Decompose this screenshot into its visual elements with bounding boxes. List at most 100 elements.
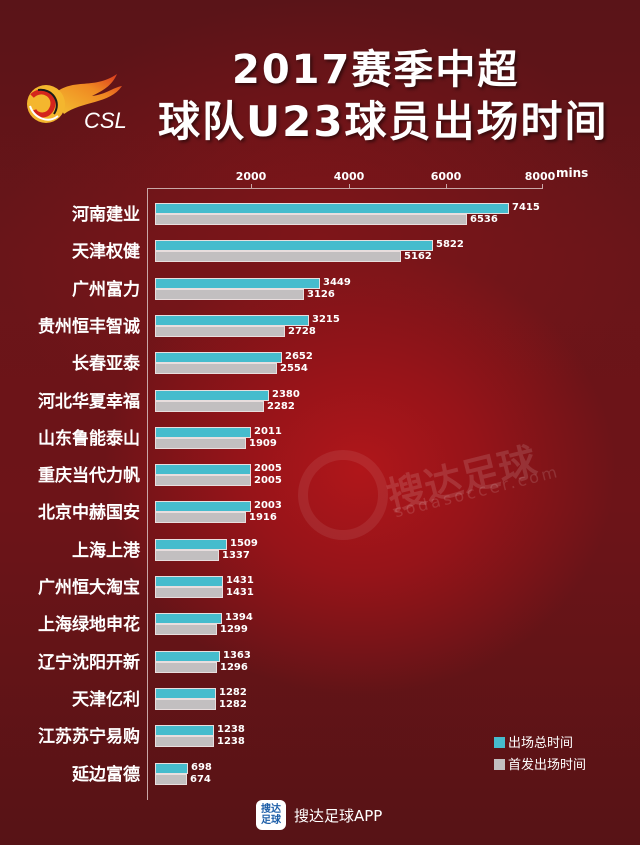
value-total: 2005 (254, 463, 282, 475)
value-total: 3215 (312, 313, 340, 325)
bar-row: 贵州恒丰智诚 3215 2728 (0, 312, 640, 342)
value-start: 1337 (222, 549, 250, 561)
legend-swatch-total-icon (494, 737, 505, 748)
bar-start (155, 661, 217, 673)
bar-start (155, 251, 401, 263)
bar-row: 河南建业 7415 6536 (0, 200, 640, 230)
value-start: 1282 (219, 698, 247, 710)
value-start: 1916 (249, 512, 277, 524)
bar-start (155, 773, 187, 785)
bar-row: 山东鲁能泰山 2011 1909 (0, 424, 640, 454)
bar-total (155, 426, 251, 438)
team-label: 北京中赫国安 (38, 503, 140, 524)
bar-start (155, 363, 277, 375)
bar-row: 延边富德 698 674 (0, 760, 640, 790)
bar-row: 广州富力 3449 3126 (0, 275, 640, 305)
x-tick-label: 2000 (235, 170, 267, 183)
bar-total (155, 464, 251, 476)
bar-start (155, 698, 216, 710)
value-start: 6536 (470, 214, 498, 225)
team-label: 延边富德 (72, 764, 140, 785)
csl-logo-icon (27, 74, 122, 123)
bar-row: 长春亚泰 2652 2554 (0, 349, 640, 379)
team-label: 天津亿利 (72, 689, 140, 710)
x-tick (542, 184, 543, 189)
app-logo-icon: 搜达 足球 (256, 800, 286, 830)
team-label: 广州恒大淘宝 (38, 578, 140, 598)
bar-start (155, 475, 251, 487)
bar-row: 江苏苏宁易购 1238 1238 (0, 722, 640, 752)
app-name: 搜达足球APP (294, 807, 383, 825)
team-label: 辽宁沈阳开新 (38, 652, 140, 673)
value-total: 1431 (226, 575, 254, 586)
bar-start (155, 325, 285, 337)
app-icon-line1: 搜达 (261, 804, 281, 815)
x-axis-line (147, 188, 543, 189)
bar-total (155, 352, 282, 364)
x-tick-label: 6000 (430, 170, 462, 183)
value-total: 1363 (223, 649, 251, 661)
value-start: 1431 (226, 587, 254, 598)
legend-swatch-start-icon (494, 759, 505, 770)
y-axis-line (147, 188, 148, 800)
team-label: 山东鲁能泰山 (38, 428, 140, 449)
team-label: 江苏苏宁易购 (38, 727, 140, 748)
team-label: 河南建业 (72, 205, 140, 225)
bar-start (155, 736, 214, 748)
team-label: 天津权健 (72, 242, 140, 263)
team-label: 河北华夏幸福 (38, 391, 140, 412)
value-total: 1238 (217, 724, 245, 736)
value-start: 1296 (220, 661, 248, 673)
value-total: 2652 (285, 351, 313, 363)
watermark-logo-icon (298, 450, 388, 540)
bar-total (155, 501, 251, 513)
legend-item-start: 首发出场时间 (494, 754, 586, 773)
value-start: 2728 (288, 325, 316, 337)
bar-row: 上海绿地申花 1394 1299 (0, 610, 640, 640)
csl-logo-text: CSL (84, 108, 127, 133)
bar-total (155, 725, 214, 737)
bar-total (155, 650, 220, 662)
x-tick (349, 184, 350, 189)
legend-item-total: 出场总时间 (494, 732, 573, 751)
x-tick-label: 4000 (333, 170, 365, 183)
bar-start (155, 214, 467, 225)
title-line-1: 2017赛季中超 (232, 47, 520, 93)
team-label: 上海上港 (72, 540, 140, 561)
bar-row: 广州恒大淘宝 1431 1431 (0, 573, 640, 603)
bar-row: 辽宁沈阳开新 1363 1296 (0, 648, 640, 678)
bar-total (155, 762, 188, 774)
team-label: 重庆当代力帆 (38, 466, 140, 487)
bar-row: 重庆当代力帆 2005 2005 (0, 461, 640, 491)
value-start: 5162 (404, 251, 432, 263)
bar-total (155, 314, 309, 326)
legend-label-total: 出场总时间 (508, 736, 574, 751)
value-total: 5822 (436, 239, 464, 251)
bar-start (155, 549, 219, 561)
bar-start (155, 512, 246, 524)
bar-start (155, 437, 246, 449)
bar-start (155, 400, 264, 412)
value-total: 2003 (254, 500, 282, 512)
value-total: 1394 (225, 612, 253, 624)
bar-total (155, 203, 509, 214)
app-icon-line2: 足球 (261, 815, 281, 826)
value-start: 3126 (307, 288, 335, 300)
bar-total (155, 613, 222, 625)
value-start: 2554 (280, 363, 308, 375)
bar-row: 上海上港 1509 1337 (0, 536, 640, 566)
value-total: 2380 (272, 388, 300, 400)
x-tick (251, 184, 252, 189)
value-total: 1282 (219, 686, 247, 698)
bar-row: 天津亿利 1282 1282 (0, 685, 640, 715)
value-start: 1909 (249, 437, 277, 449)
team-label: 贵州恒丰智诚 (38, 316, 140, 337)
team-label: 上海绿地申花 (38, 615, 140, 636)
legend-label-start: 首发出场时间 (508, 758, 587, 773)
x-tick-label: 8000 (524, 170, 556, 183)
value-start: 2282 (267, 400, 295, 412)
value-total: 698 (191, 761, 212, 773)
bar-start (155, 288, 304, 300)
bar-total (155, 389, 269, 401)
